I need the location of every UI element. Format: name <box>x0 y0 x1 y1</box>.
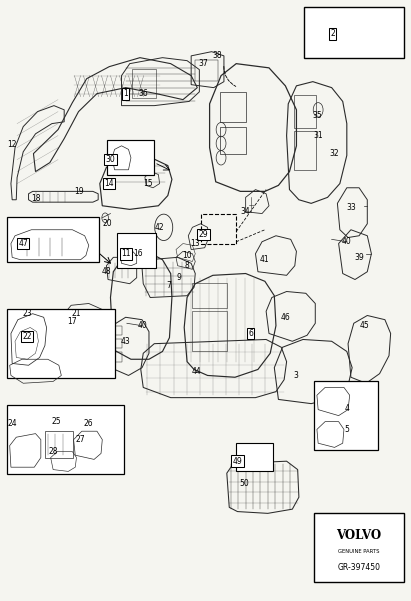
Bar <box>236 442 273 471</box>
Bar <box>293 131 316 170</box>
Text: 40: 40 <box>137 321 147 330</box>
Text: 39: 39 <box>354 253 364 262</box>
Text: 12: 12 <box>7 140 17 149</box>
Text: 4: 4 <box>344 404 349 413</box>
Bar <box>195 60 218 81</box>
Text: 44: 44 <box>192 367 201 376</box>
Text: 41: 41 <box>260 255 270 264</box>
Bar <box>314 382 378 450</box>
Text: 23: 23 <box>23 309 32 318</box>
Bar <box>293 95 316 128</box>
Bar <box>201 213 236 243</box>
Text: 43: 43 <box>121 337 131 346</box>
Text: 38: 38 <box>212 51 222 60</box>
Text: 35: 35 <box>312 111 322 120</box>
Text: 8: 8 <box>185 261 189 270</box>
Bar <box>192 311 227 352</box>
Text: 14: 14 <box>104 179 114 188</box>
Text: 48: 48 <box>102 267 111 276</box>
Text: 24: 24 <box>7 419 17 428</box>
Text: 2: 2 <box>330 29 335 38</box>
Text: 32: 32 <box>330 149 339 158</box>
Bar <box>220 92 247 122</box>
Text: 3: 3 <box>293 371 298 380</box>
Text: 5: 5 <box>344 425 349 434</box>
Text: 21: 21 <box>72 309 81 318</box>
Bar <box>112 339 122 349</box>
Text: 19: 19 <box>74 187 83 196</box>
Bar <box>112 326 122 335</box>
Text: 13: 13 <box>190 239 200 248</box>
Text: GR-397450: GR-397450 <box>337 563 381 572</box>
Bar <box>7 216 99 261</box>
Bar <box>7 310 115 379</box>
Text: 17: 17 <box>67 317 77 326</box>
Text: VOLVO: VOLVO <box>337 529 382 542</box>
Text: 22: 22 <box>23 332 32 341</box>
Text: 42: 42 <box>155 223 164 232</box>
Bar <box>304 7 404 58</box>
Text: 33: 33 <box>346 203 356 212</box>
Text: 47: 47 <box>18 239 28 248</box>
Text: 25: 25 <box>51 417 61 426</box>
Bar <box>107 140 154 174</box>
Text: 20: 20 <box>102 219 112 228</box>
Text: 37: 37 <box>199 59 208 68</box>
Bar <box>7 406 124 474</box>
Text: GENUINE PARTS: GENUINE PARTS <box>338 549 380 554</box>
Bar <box>192 282 227 308</box>
Text: 36: 36 <box>139 89 148 98</box>
Bar <box>112 352 122 362</box>
Text: 6: 6 <box>248 329 253 338</box>
Text: 10: 10 <box>182 251 192 260</box>
Text: 28: 28 <box>48 447 58 456</box>
Text: 50: 50 <box>240 479 249 488</box>
Text: 45: 45 <box>360 321 369 330</box>
Bar <box>45 430 73 457</box>
Text: 27: 27 <box>76 435 85 444</box>
Text: 34: 34 <box>241 207 251 216</box>
Bar <box>118 233 156 267</box>
Text: 29: 29 <box>199 230 208 239</box>
Text: 7: 7 <box>166 281 171 290</box>
Text: 15: 15 <box>143 179 153 188</box>
Text: 16: 16 <box>133 249 143 258</box>
Text: 46: 46 <box>280 313 290 322</box>
Text: 18: 18 <box>31 194 40 203</box>
Text: 40: 40 <box>342 237 352 246</box>
Text: 30: 30 <box>106 155 115 164</box>
Text: 49: 49 <box>233 457 242 466</box>
Text: 1: 1 <box>123 89 128 98</box>
Bar <box>132 69 156 98</box>
Text: 11: 11 <box>121 249 130 258</box>
Text: 9: 9 <box>176 273 181 282</box>
Bar <box>220 127 247 154</box>
Text: 26: 26 <box>84 419 94 428</box>
Text: 31: 31 <box>313 131 323 140</box>
Bar <box>314 513 404 582</box>
